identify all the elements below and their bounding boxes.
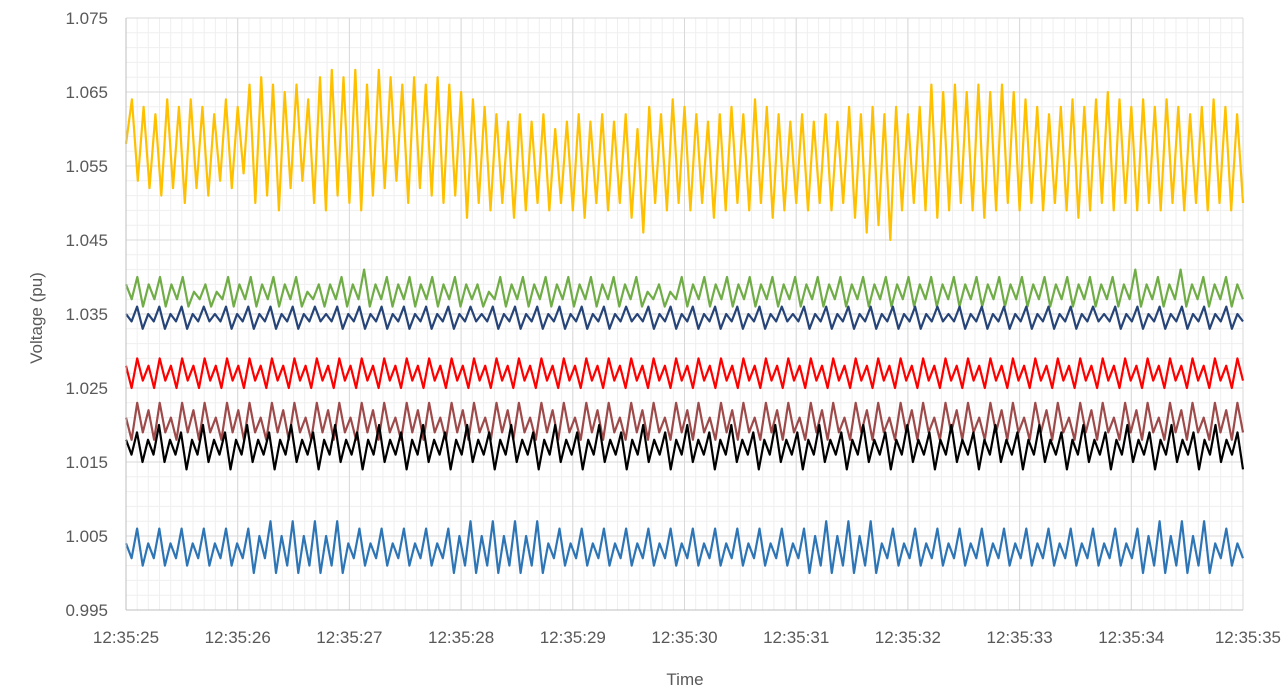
- x-tick-label: 12:35:27: [316, 628, 382, 647]
- x-tick-label: 12:35:29: [540, 628, 606, 647]
- y-tick-label: 1.035: [65, 305, 108, 324]
- series-line-4: [124, 357, 1245, 390]
- y-tick-label: 1.015: [65, 453, 108, 472]
- series-line-3: [125, 305, 1244, 330]
- x-tick-label: 12:35:32: [875, 628, 941, 647]
- x-tick-label: 12:35:30: [651, 628, 717, 647]
- x-tick-label: 12:35:34: [1098, 628, 1164, 647]
- series-line-2: [124, 268, 1245, 308]
- series-line-7: [124, 520, 1245, 575]
- series-line-6: [124, 423, 1245, 471]
- series-line-1: [124, 68, 1245, 242]
- x-tick-labels: 12:35:25 12:35:26 12:35:27 12:35:28 12:35:29…: [93, 628, 1281, 647]
- y-tick-label: 1.025: [65, 379, 108, 398]
- y-tick-label: 1.075: [65, 9, 108, 28]
- x-tick-label: 12:35:25: [93, 628, 159, 647]
- y-tick-labels: 1.075 1.065 1.055 1.045 1.035 1.025 1.015 1.005…: [65, 9, 108, 620]
- y-tick-label: 1.045: [65, 231, 108, 250]
- y-tick-label: 1.005: [65, 527, 108, 546]
- x-tick-label: 12:35:28: [428, 628, 494, 647]
- x-tick-label: 12:35:33: [987, 628, 1053, 647]
- y-tick-label: 1.055: [65, 157, 108, 176]
- y-tick-label: 0.995: [65, 601, 108, 620]
- x-tick-label: 12:35:26: [205, 628, 271, 647]
- y-tick-label: 1.065: [65, 83, 108, 102]
- x-tick-label: 12:35:35: [1215, 628, 1281, 647]
- series-layer: [124, 68, 1245, 575]
- x-axis-title: Time: [666, 670, 703, 689]
- y-axis-title: Voltage (pu): [27, 272, 46, 364]
- x-tick-label: 12:35:31: [763, 628, 829, 647]
- axes: [125, 18, 1243, 611]
